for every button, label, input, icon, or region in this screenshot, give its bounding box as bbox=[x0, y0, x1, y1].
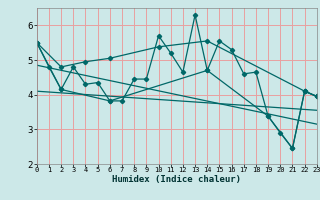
X-axis label: Humidex (Indice chaleur): Humidex (Indice chaleur) bbox=[112, 175, 241, 184]
